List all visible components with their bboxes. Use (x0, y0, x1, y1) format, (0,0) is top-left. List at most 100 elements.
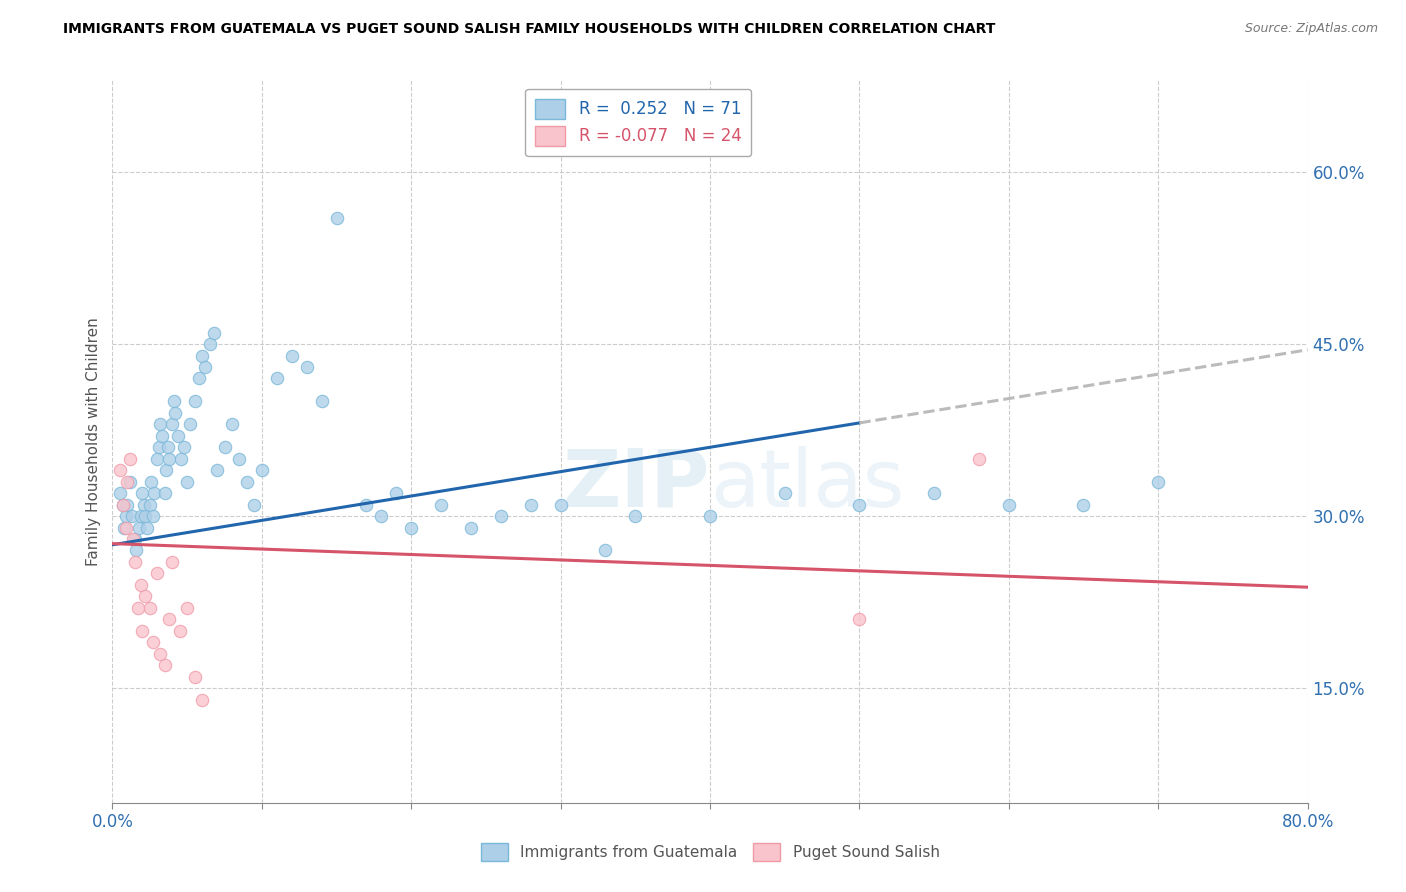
Text: atlas: atlas (710, 446, 904, 524)
Point (131, 624, 153, 638)
Point (198, 337, 221, 351)
Point (221, 417, 243, 432)
Point (520, 498, 543, 512)
Point (179, 417, 201, 432)
Point (131, 486, 153, 500)
Point (117, 475, 139, 489)
Point (139, 498, 162, 512)
Point (191, 692, 214, 706)
Text: ZIP: ZIP (562, 446, 710, 524)
Point (127, 600, 149, 615)
Point (236, 475, 259, 489)
Point (595, 543, 617, 558)
Point (295, 359, 318, 374)
Point (156, 440, 179, 454)
Point (162, 417, 183, 432)
Point (124, 555, 146, 569)
Point (141, 475, 163, 489)
Point (143, 486, 166, 500)
Point (311, 394, 333, 409)
Point (128, 520, 150, 534)
Point (773, 486, 796, 500)
Point (202, 326, 225, 340)
Point (266, 371, 288, 385)
Point (157, 451, 180, 466)
Point (1147, 475, 1170, 489)
Point (243, 498, 266, 512)
Point (356, 498, 378, 512)
Point (115, 520, 138, 534)
Point (120, 451, 142, 466)
Point (325, 211, 347, 225)
Point (699, 509, 721, 524)
Point (162, 555, 183, 569)
Point (998, 498, 1021, 512)
Point (134, 590, 156, 604)
Y-axis label: Family Households with Children: Family Households with Children (86, 318, 101, 566)
Point (281, 349, 304, 363)
Point (135, 520, 157, 534)
Point (120, 475, 142, 489)
Point (385, 486, 408, 500)
Point (967, 451, 990, 466)
Point (125, 543, 148, 558)
Point (114, 520, 135, 534)
Point (169, 624, 191, 638)
Point (153, 486, 176, 500)
Point (250, 463, 273, 477)
Point (191, 349, 214, 363)
Point (165, 406, 187, 420)
Point (176, 475, 198, 489)
Text: Source: ZipAtlas.com: Source: ZipAtlas.com (1244, 22, 1378, 36)
Point (624, 509, 647, 524)
Point (157, 612, 180, 626)
Point (153, 658, 176, 673)
Point (149, 647, 172, 661)
Point (149, 417, 172, 432)
Point (150, 429, 173, 443)
Point (129, 578, 152, 592)
Point (401, 520, 423, 534)
Point (117, 498, 139, 512)
Point (111, 498, 134, 512)
Point (148, 440, 170, 454)
Point (142, 635, 165, 649)
Point (430, 498, 453, 512)
Point (205, 463, 228, 477)
Point (124, 532, 146, 546)
Point (370, 509, 392, 524)
Point (167, 429, 190, 443)
Point (134, 509, 156, 524)
Point (489, 509, 512, 524)
Point (129, 509, 152, 524)
Point (176, 600, 198, 615)
Point (163, 394, 186, 409)
Point (550, 498, 572, 512)
Point (155, 463, 177, 477)
Point (122, 532, 145, 546)
Point (146, 451, 169, 466)
Point (121, 509, 143, 524)
Point (139, 600, 162, 615)
Point (922, 486, 945, 500)
Point (111, 498, 134, 512)
Text: IMMIGRANTS FROM GUATEMALA VS PUGET SOUND SALISH FAMILY HOUSEHOLDS WITH CHILDREN : IMMIGRANTS FROM GUATEMALA VS PUGET SOUND… (63, 22, 995, 37)
Point (170, 451, 193, 466)
Point (146, 566, 169, 581)
Point (848, 612, 870, 626)
Point (142, 509, 165, 524)
Point (188, 371, 211, 385)
Point (183, 670, 205, 684)
Point (214, 440, 236, 454)
Point (460, 520, 482, 534)
Point (132, 498, 155, 512)
Point (173, 440, 195, 454)
Point (848, 498, 870, 512)
Point (108, 463, 131, 477)
Point (1073, 498, 1095, 512)
Point (183, 394, 205, 409)
Legend: Immigrants from Guatemala, Puget Sound Salish: Immigrants from Guatemala, Puget Sound S… (474, 837, 946, 867)
Point (228, 451, 250, 466)
Point (108, 486, 131, 500)
Point (115, 509, 138, 524)
